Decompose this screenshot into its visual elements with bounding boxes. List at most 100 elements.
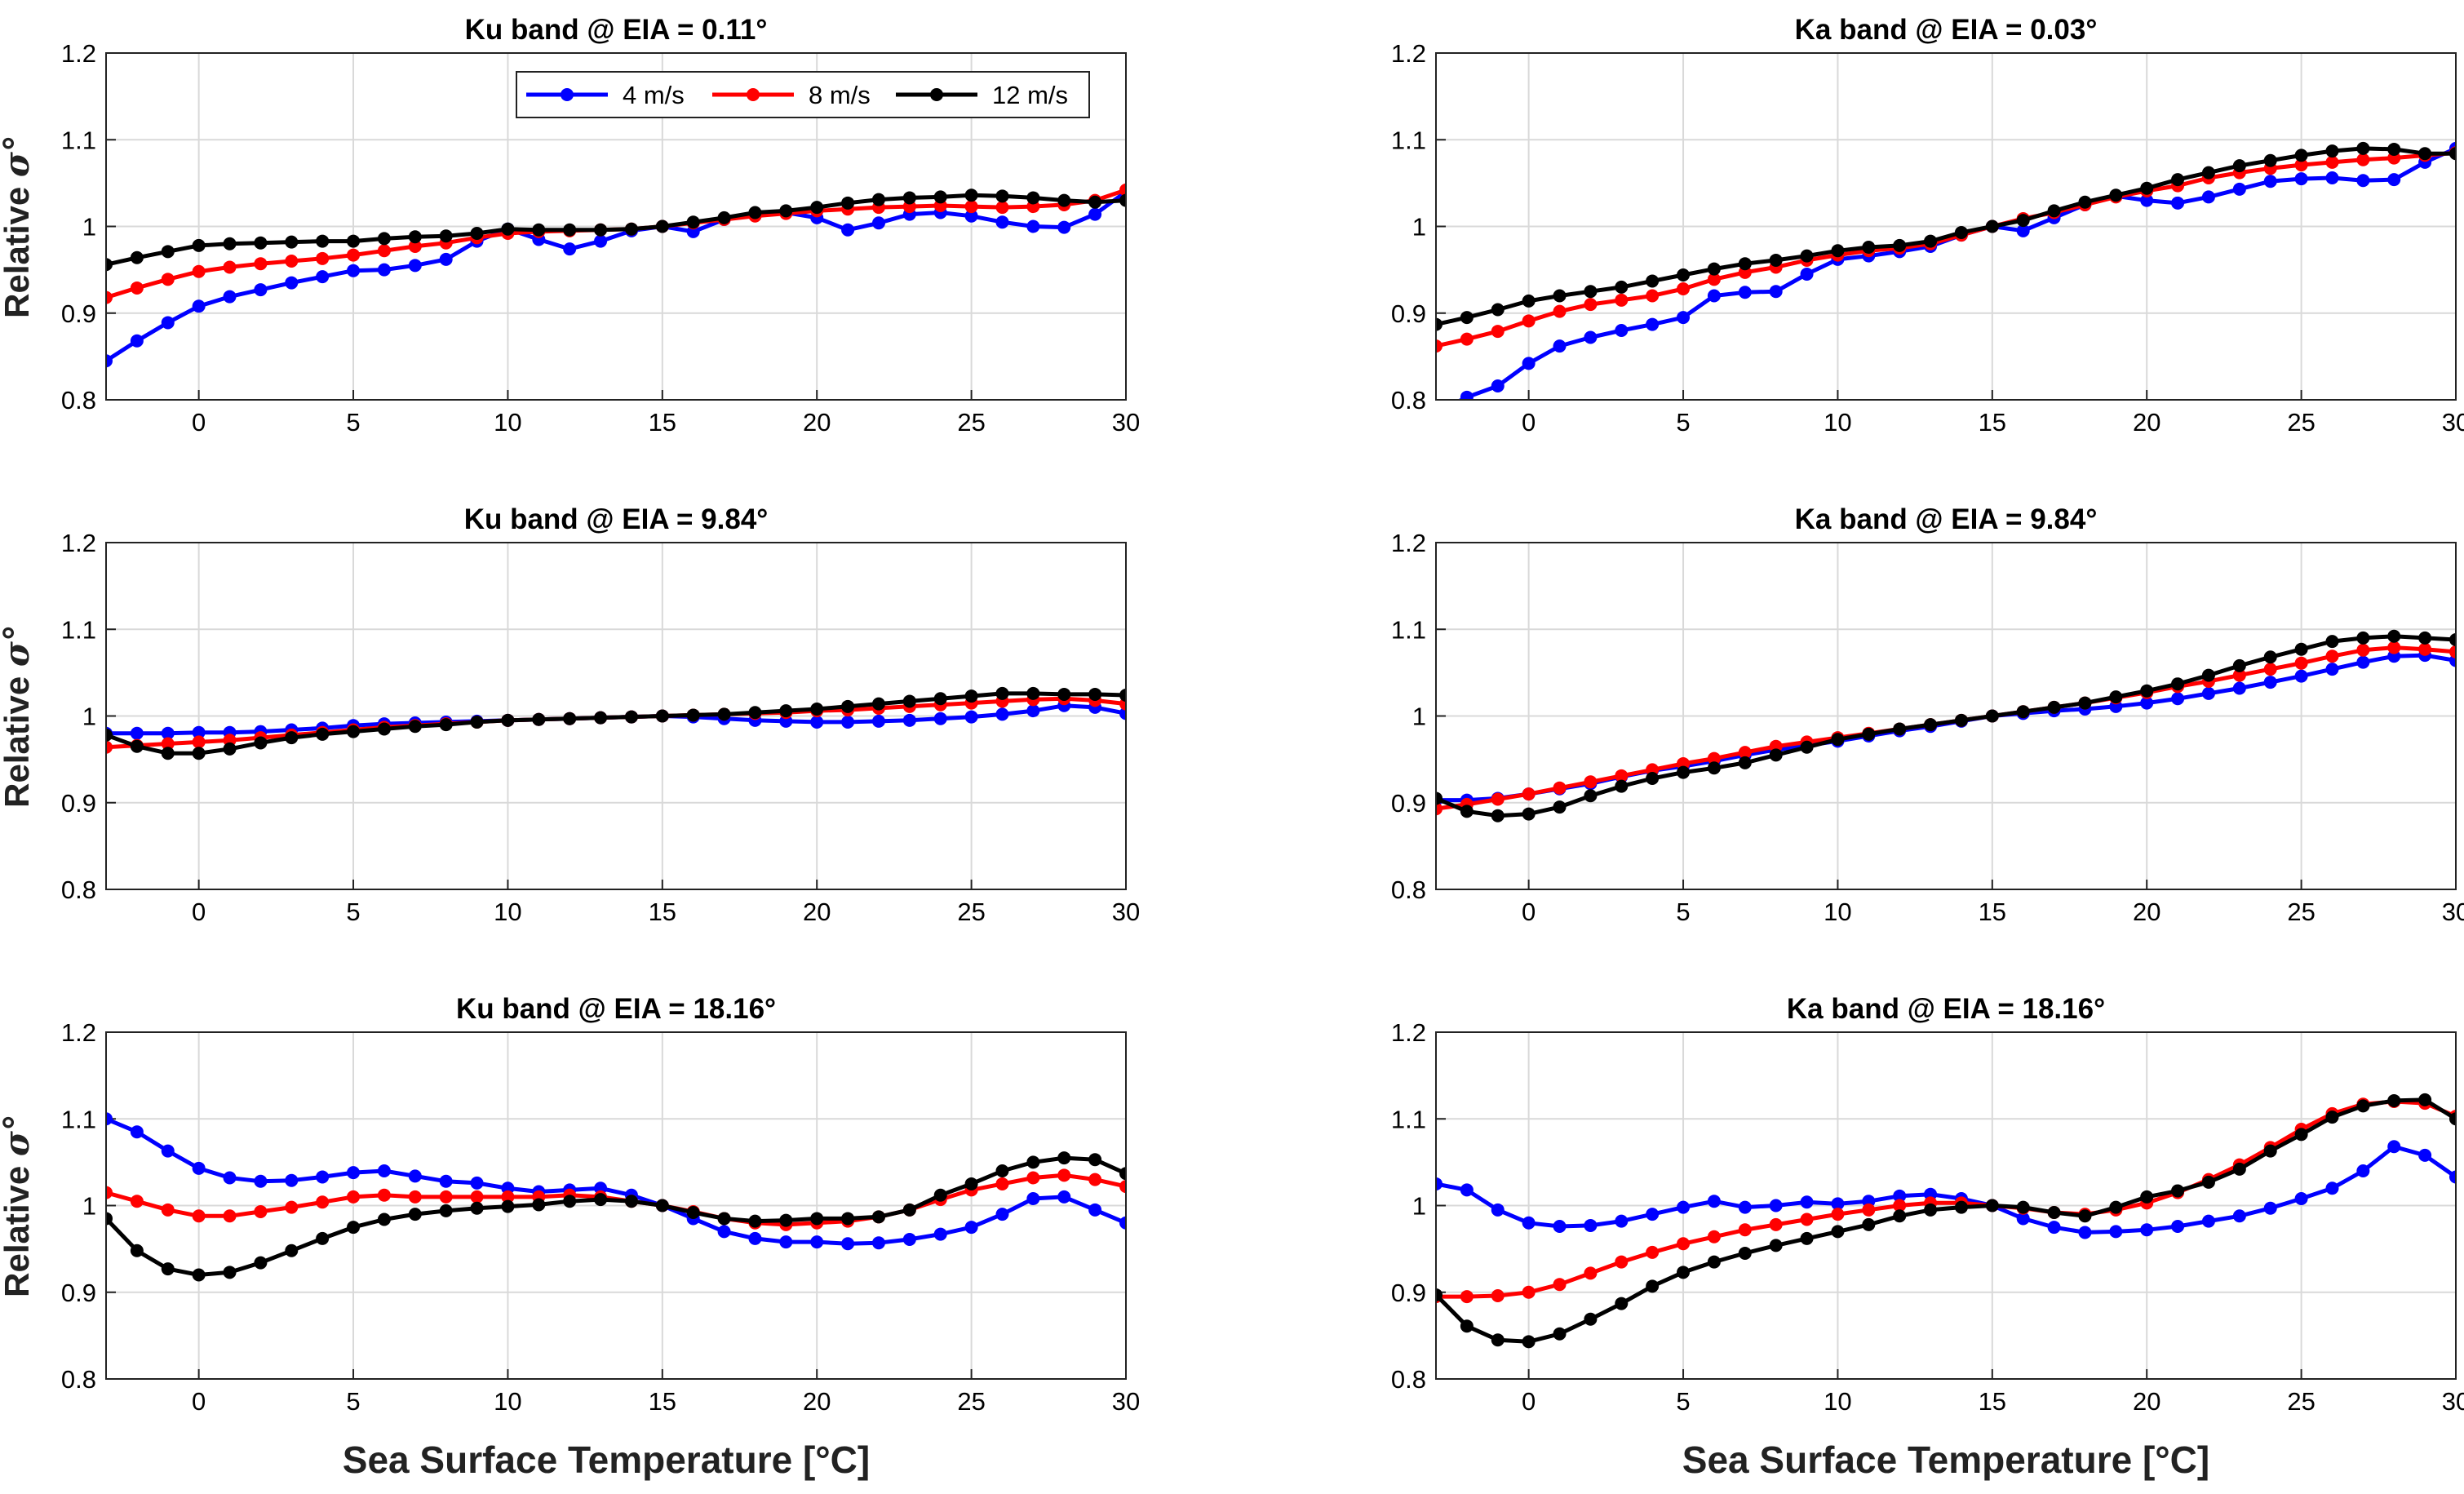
data-point (501, 1199, 515, 1213)
data-point (1615, 293, 1629, 307)
data-point (2449, 1170, 2456, 1184)
data-point (1088, 195, 1102, 209)
data-point (1584, 285, 1598, 299)
data-point (1553, 1327, 1567, 1341)
data-point (439, 1174, 453, 1188)
y-tick-label: 1.1 (1391, 615, 1426, 644)
x-tick-label: 30 (1112, 408, 1140, 437)
data-point (470, 1190, 484, 1204)
subplot-3: 0 5 10 15 20 25 30 0.8 0.9 1 1.1 1.2 Ku band @ EIA =… (0, 503, 1140, 926)
y-axis-label: Relative σ° (0, 1114, 37, 1297)
y-tick-label: 1 (1412, 213, 1426, 242)
data-point (1460, 1319, 1474, 1333)
subplot-2: 0 5 10 15 20 25 30 0.8 0.9 1 1.1 1.2 Ka band @ EIA =… (1391, 14, 2464, 437)
data-point (841, 196, 855, 210)
series-group (1436, 629, 2456, 822)
data-point (106, 1212, 113, 1226)
data-point (1646, 1208, 1660, 1221)
data-point (316, 1231, 330, 1245)
data-point (1026, 1171, 1040, 1185)
data-point (223, 237, 237, 250)
data-point (223, 1266, 237, 1279)
data-point (748, 1214, 762, 1228)
data-point (377, 1212, 391, 1226)
data-point (1584, 1312, 1598, 1326)
data-point (1119, 1180, 1126, 1194)
data-point (347, 234, 361, 248)
data-point (2232, 681, 2246, 695)
data-point (470, 715, 484, 729)
data-point (1553, 339, 1567, 353)
y-tick-label: 1 (82, 703, 96, 731)
y-tick-label: 1.1 (1391, 1105, 1426, 1133)
data-point (2325, 144, 2339, 158)
series-line-8ms (1436, 150, 2456, 348)
data-point (285, 235, 299, 249)
data-point (1646, 317, 1660, 331)
data-point (377, 232, 391, 246)
data-point (285, 1200, 299, 1214)
axes-box (1435, 52, 2457, 401)
data-point (1924, 1203, 1938, 1217)
data-point (408, 1190, 422, 1204)
data-point (1460, 1183, 1474, 1197)
data-point (1491, 1289, 1505, 1302)
panel-title: Ku band @ EIA = 9.84° (464, 503, 769, 535)
data-point (1584, 330, 1598, 344)
x-tick-label: 25 (2287, 408, 2315, 437)
data-point (1707, 1195, 1721, 1208)
data-point (902, 694, 916, 708)
data-point (871, 1236, 885, 1250)
y-tick-label: 1.1 (61, 615, 96, 644)
data-point (933, 190, 947, 204)
data-point (1057, 193, 1071, 207)
series-line-12ms (106, 193, 1126, 267)
data-point (1615, 1214, 1629, 1228)
data-point (2016, 1200, 2030, 1214)
x-axis-label-left: Sea Surface Temperature [°C] (343, 1439, 870, 1481)
data-point (1553, 1220, 1567, 1233)
data-point (2263, 153, 2277, 167)
data-point (192, 735, 206, 749)
data-point (1646, 1245, 1660, 1259)
data-point (2387, 142, 2401, 156)
data-point (223, 742, 237, 756)
data-point (2109, 1200, 2123, 1214)
data-point (1522, 357, 1536, 370)
data-point (1491, 379, 1505, 392)
data-point (2356, 141, 2370, 155)
data-point (2232, 1162, 2246, 1176)
data-point (995, 201, 1009, 215)
data-point (2232, 182, 2246, 196)
data-point (106, 740, 113, 754)
data-point (2140, 1223, 2154, 1237)
data-point (1119, 1216, 1126, 1230)
legend: 4 m/s 8 m/s 12 m/s (516, 71, 1090, 118)
data-point (964, 1221, 978, 1235)
x-tick-label: 15 (649, 408, 676, 437)
data-point (1738, 746, 1752, 760)
series-group (1436, 1093, 2456, 1349)
data-point (1800, 249, 1814, 263)
data-point (1646, 274, 1660, 288)
y-tick-label: 0.9 (1391, 789, 1426, 818)
x-tick-label: 0 (192, 898, 206, 926)
data-point (1893, 722, 1907, 736)
data-point (1893, 1199, 1907, 1212)
data-point (377, 1188, 391, 1202)
data-point (130, 726, 144, 740)
data-point (1057, 1190, 1071, 1204)
data-point (161, 726, 175, 740)
data-point (316, 234, 330, 248)
data-point (501, 222, 515, 236)
data-point (1738, 1200, 1752, 1214)
data-point (964, 188, 978, 202)
data-point (902, 191, 916, 205)
x-tick-label: 20 (2133, 408, 2160, 437)
data-point (316, 270, 330, 284)
x-tick-label: 30 (1112, 898, 1140, 926)
data-point (2171, 692, 2185, 706)
data-point (347, 248, 361, 262)
x-tick-label: 30 (2442, 408, 2464, 437)
data-point (161, 1144, 175, 1158)
